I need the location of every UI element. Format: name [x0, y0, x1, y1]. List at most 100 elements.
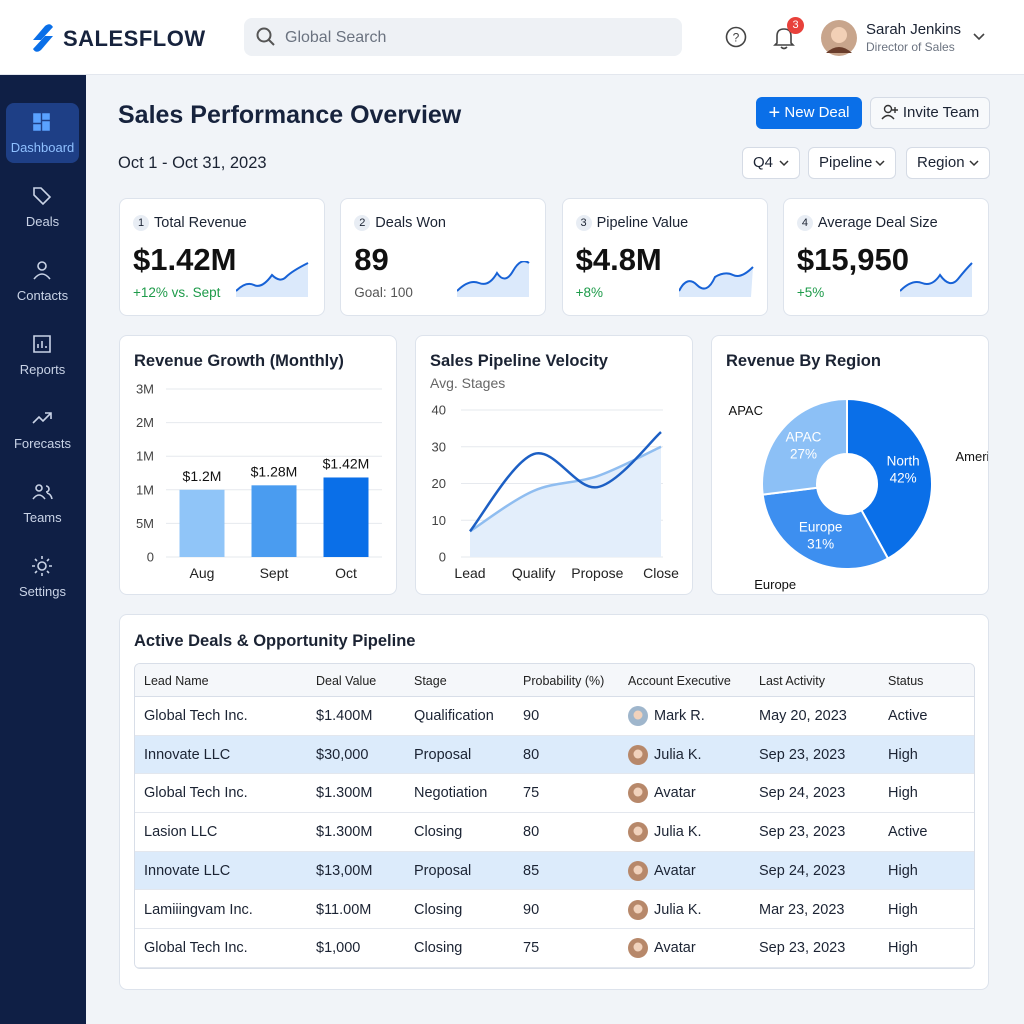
x-tick-label: Sept: [260, 565, 289, 581]
kpi-value: $4.8M: [575, 242, 662, 277]
y-tick-label: 1M: [136, 449, 154, 464]
chart-title: Revenue Growth (Monthly): [134, 352, 344, 370]
table-cell: Active: [888, 824, 928, 841]
chart: North 42% America Europe 31% Europe APAC 27% APA…: [729, 397, 988, 592]
column-header: Probability (%): [523, 674, 605, 688]
logo-icon: [33, 24, 53, 52]
filter-label: Q4: [753, 154, 774, 171]
table-row: Innovate LLC $30,000 Proposal 80 Julia K. Sep…: [135, 735, 974, 775]
table-cell: Mar 23, 2023: [759, 901, 845, 918]
table-cell: 85: [523, 862, 540, 879]
table-cell: Sep 23, 2023: [759, 824, 846, 841]
kpi-label: Deals Won: [375, 215, 446, 231]
table-cell: 75: [523, 785, 540, 802]
table-cell: Closing: [414, 901, 463, 918]
nav-item[interactable]: Forecasts: [6, 399, 79, 459]
kpi-value: 89: [354, 242, 389, 277]
y-tick-label: 3M: [136, 382, 154, 397]
sparkline-line: [678, 266, 754, 292]
chart: Avg. Stages 0 10 20 30 40 Lead Qualify Propose Cl…: [430, 375, 679, 581]
kpi-label: Pipeline Value: [596, 215, 689, 231]
caret-shape: [779, 160, 789, 167]
search-box[interactable]: Global Search: [244, 18, 682, 56]
table-cell: Global Tech Inc.: [144, 708, 248, 724]
bar: [251, 485, 297, 557]
table-row: Global Tech Inc. $1,000 Closing 75 Avatar Sep…: [135, 929, 974, 968]
table-cell: Sep 23, 2023: [759, 940, 846, 957]
table-cell: Qualification: [414, 708, 494, 724]
user-avatar[interactable]: [820, 19, 858, 57]
nav-label: Deals: [25, 214, 60, 229]
bar-value-label: $1.2M: [183, 468, 222, 484]
nav-label: Teams: [23, 510, 62, 525]
nav-label: Dashboard: [10, 140, 75, 155]
filter-dropdown[interactable]: Pipeline: [808, 147, 896, 179]
column-header: Stage: [414, 674, 447, 688]
bar-value-label: $1.42M: [323, 455, 370, 471]
nav-item[interactable]: Contacts: [6, 251, 79, 311]
search-placeholder: Global Search: [285, 29, 387, 46]
table-cell: Mark R.: [654, 708, 705, 724]
table-cell: $1.300M: [316, 824, 373, 841]
y-tick-label: 1M: [136, 482, 154, 497]
avatar: [628, 899, 648, 920]
table-cell: High: [888, 901, 918, 918]
table-cell: Global Tech Inc.: [144, 940, 248, 957]
help-icon[interactable]: ?: [725, 26, 747, 48]
kpi-card: 1 Total Revenue $1.42M +12% vs. Sept: [119, 198, 325, 316]
user-role: Director of Sales: [866, 40, 955, 54]
kpi-index: 1: [133, 215, 149, 231]
user-menu-caret[interactable]: [972, 32, 986, 42]
y-tick-label: 2M: [136, 415, 154, 430]
x-tick-label: Lead: [454, 565, 485, 581]
table-row: Global Tech Inc. $1.400M Qualification 90 Ma…: [135, 697, 974, 736]
nav-label: Settings: [19, 584, 66, 599]
table-cell: Avatar: [654, 940, 696, 957]
deals-table: Lead Name Deal Value Stage Probability (%) A…: [134, 663, 975, 969]
filter-dropdown[interactable]: Q4: [742, 147, 800, 179]
sparkline-line: [457, 261, 530, 292]
chart: 0 5M 1M 1M 2M 3M $1.2M Aug $1.28M Sept $1.42M Oct: [136, 382, 382, 581]
kpi-value: $1.42M: [133, 242, 237, 277]
caret: [969, 160, 979, 167]
avatar-face: [633, 787, 643, 797]
nav-icon: [33, 113, 50, 131]
table-row: Global Tech Inc. $1.300M Negotiation 75 Avat…: [135, 774, 974, 814]
chart-subtitle: Avg. Stages: [430, 375, 505, 391]
nav-item[interactable]: Teams: [6, 473, 79, 533]
kpi-value: $15,950: [796, 242, 909, 277]
nav-item[interactable]: Dashboard: [6, 103, 79, 163]
nav-icon: [33, 261, 51, 280]
avatar-face: [633, 749, 643, 759]
nav-item[interactable]: Settings: [6, 547, 79, 607]
table-row: Lasion LLC $1.300M Closing 80 Julia K. Sep 23…: [135, 813, 974, 852]
table-cell: Global Tech Inc.: [144, 785, 248, 802]
filter-label: Pipeline: [819, 154, 873, 171]
avatar: [628, 706, 648, 726]
bar: [179, 489, 225, 557]
avatar-face: [633, 942, 643, 952]
table-cell: Lamiiingvam Inc.: [144, 901, 253, 918]
notification-badge: 3: [787, 17, 804, 34]
new-deal-button[interactable]: + New Deal: [756, 97, 862, 129]
kpi-label: Total Revenue: [154, 215, 247, 231]
table-cell: 75: [523, 940, 540, 957]
y-tick-label: 10: [432, 513, 446, 528]
nav-item[interactable]: Reports: [6, 325, 79, 385]
nav-item[interactable]: Deals: [6, 177, 79, 237]
chart-title: Revenue By Region: [726, 352, 881, 370]
filter-dropdown[interactable]: Region: [906, 147, 990, 179]
bar-value-label: $1.28M: [251, 463, 298, 479]
kpi-index: 2: [354, 215, 371, 231]
column-header: Status: [888, 674, 924, 688]
nav-label: Reports: [19, 362, 66, 377]
invite-team-button[interactable]: Invite Team: [870, 97, 990, 129]
table-cell: Innovate LLC: [144, 746, 231, 763]
avatar: [628, 938, 648, 959]
bell-icon[interactable]: [773, 26, 795, 50]
sparkline: [236, 262, 309, 297]
sparkline: [678, 266, 754, 297]
kpi-note: +5%: [796, 285, 825, 300]
kpi-card: 2 Deals Won 89 Goal: 100: [340, 198, 547, 316]
y-tick-label: 20: [432, 476, 446, 491]
